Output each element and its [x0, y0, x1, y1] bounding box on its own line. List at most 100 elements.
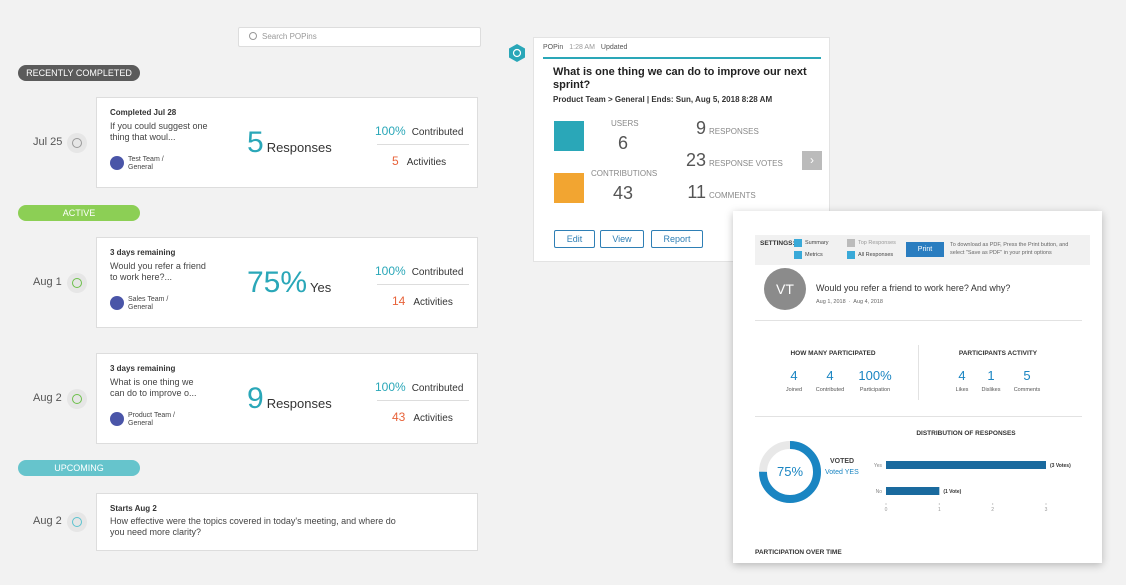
- status-icon-inner: [72, 517, 82, 527]
- team-icon: [110, 156, 124, 170]
- metric-value: 4: [790, 368, 798, 383]
- stat-label: RESPONSES: [709, 127, 759, 136]
- popin-header: POPin 1:28 AM Updated: [543, 44, 627, 51]
- search-icon: [249, 32, 257, 40]
- metric-title: HOW MANY PARTICIPATED: [790, 350, 876, 357]
- popin-status: Updated: [600, 44, 628, 51]
- metric-label: Dislikes: [981, 387, 1001, 393]
- card-question: How effective were the topics covered in…: [110, 516, 396, 537]
- card-metric: 9 Responses: [247, 382, 332, 416]
- popin-card[interactable]: Starts Aug 2 How effective were the topic…: [96, 493, 478, 551]
- popin-rule: [543, 57, 821, 59]
- report-question: Would you refer a friend to work here? A…: [816, 283, 1011, 293]
- metric-title: PARTICIPANTS ACTIVITY: [958, 350, 1038, 357]
- metric-value: 4: [826, 368, 834, 383]
- popin-label: POPin: [543, 44, 564, 51]
- contrib-label: CONTRIBUTIONS: [591, 169, 658, 178]
- metric-label: Participation: [859, 387, 891, 393]
- contributed: 100% Contributed: [375, 378, 463, 396]
- contrib-icon: [554, 173, 584, 203]
- option-checkbox[interactable]: [847, 239, 855, 247]
- stat-value: 9: [695, 118, 706, 138]
- section-pill: UPCOMING: [18, 460, 140, 476]
- activities: 43 Activities: [392, 408, 453, 426]
- report-panel: SETTINGS: Summary Metrics Top Responses All …: [733, 211, 1102, 563]
- team-icon: [110, 412, 124, 426]
- metric-label: Contributed: [815, 387, 845, 393]
- card-status: Completed Jul 28: [110, 108, 177, 117]
- dist-title: DISTRIBUTION OF RESPONSES: [916, 430, 1016, 437]
- section-pill: ACTIVE: [18, 205, 140, 221]
- item-date: Jul 25: [33, 135, 63, 148]
- status-icon: [67, 272, 87, 293]
- card-divider: [377, 400, 469, 401]
- activities: 5 Activities: [392, 152, 446, 170]
- contrib-value: 43: [613, 183, 634, 203]
- report-sep: [755, 416, 1082, 417]
- popin-button[interactable]: Edit: [554, 230, 595, 248]
- activities-label: Activities: [413, 297, 453, 308]
- metric-label: Comments: [1013, 387, 1041, 393]
- avatar: VT: [764, 268, 806, 310]
- stat-value: 23: [685, 150, 706, 170]
- option-checkbox[interactable]: [847, 251, 855, 259]
- item-date: Aug 2: [33, 391, 62, 404]
- metric-value: 9: [247, 382, 264, 415]
- option-label: Summary: [805, 240, 829, 246]
- option-label: Top Responses: [858, 240, 896, 246]
- status-icon: [67, 388, 87, 409]
- activities-value: 5: [392, 154, 399, 168]
- report-sep: [755, 320, 1082, 321]
- metric-label: Yes: [310, 280, 332, 295]
- search-placeholder: Search POPins: [262, 32, 317, 41]
- popin-button[interactable]: Report: [651, 230, 703, 248]
- contributed-value: 100%: [375, 264, 406, 278]
- activities-label: Activities: [413, 413, 453, 424]
- report-dates: Aug 1, 2018 · Aug 4, 2018: [816, 299, 883, 305]
- card-status: Starts Aug 2: [110, 504, 157, 513]
- team-name: Test Team / General: [128, 156, 164, 171]
- popin-button[interactable]: View: [600, 230, 644, 248]
- search-box[interactable]: Search POPins: [238, 27, 481, 47]
- popin-card[interactable]: Completed Jul 28 If you could suggest one…: [96, 97, 478, 188]
- voted-answer: Voted YES: [825, 469, 859, 476]
- contributed: 100% Contributed: [375, 122, 463, 140]
- stat-label: COMMENTS: [709, 191, 756, 200]
- metric-label: Likes: [955, 387, 969, 393]
- stat-label: RESPONSE VOTES: [709, 159, 783, 168]
- team-icon: [110, 296, 124, 310]
- activities: 14 Activities: [392, 292, 453, 310]
- popin-card[interactable]: 3 days remaining Would you refer a friend…: [96, 237, 478, 328]
- print-note: To download as PDF, Press the Print butt…: [950, 242, 1069, 256]
- team-name: Sales Team / General: [128, 296, 169, 311]
- next-arrow[interactable]: ›: [802, 151, 822, 170]
- metric-value: 1: [987, 368, 995, 383]
- users-icon: [554, 121, 584, 151]
- users-label: USERS: [611, 119, 639, 128]
- users-value: 6: [618, 133, 629, 153]
- status-icon-inner: [72, 393, 82, 404]
- settings-label: SETTINGS:: [760, 240, 795, 247]
- team-name: Product Team / General: [128, 412, 175, 427]
- over-time-title: PARTICIPATION OVER TIME: [755, 549, 842, 556]
- print-button[interactable]: Print: [906, 242, 944, 257]
- section-pill: RECENTLY COMPLETED: [18, 65, 140, 81]
- stat-value: 11: [687, 182, 706, 202]
- voted-label: VOTED: [830, 458, 855, 465]
- stat-row: 9 RESPONSES: [674, 118, 759, 139]
- option-checkbox[interactable]: [794, 239, 802, 247]
- card-question: Would you refer a friend to work here?..…: [110, 261, 206, 282]
- popin-card[interactable]: 3 days remaining What is one thing we can…: [96, 353, 478, 444]
- contributed-label: Contributed: [411, 383, 464, 394]
- stat-row: 23 RESPONSE VOTES: [674, 150, 783, 171]
- metric-label: Responses: [266, 396, 332, 411]
- report-vsep: [918, 345, 919, 400]
- status-icon: [67, 132, 87, 153]
- option-checkbox[interactable]: [794, 251, 802, 259]
- metric-label: Joined: [785, 387, 803, 393]
- item-date: Aug 2: [33, 515, 62, 527]
- card-metric: 75% Yes: [247, 266, 331, 300]
- item-date: Aug 1: [33, 275, 62, 288]
